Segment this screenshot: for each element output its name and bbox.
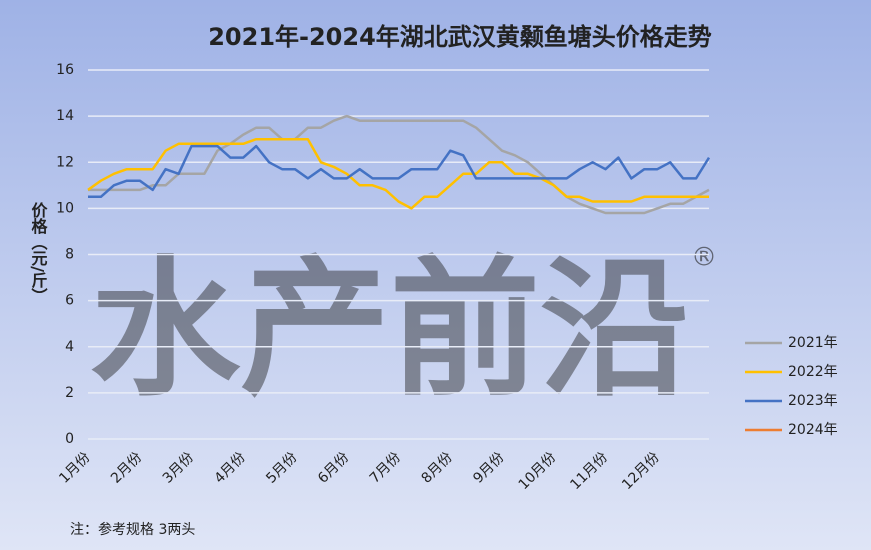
watermark: 水产前沿 (90, 243, 690, 417)
y-tick-label: 2 (65, 385, 74, 401)
legend-label: 2024年 (788, 422, 838, 438)
y-tick-label: 12 (56, 154, 74, 170)
legend-label: 2022年 (788, 364, 838, 380)
watermark-mark: ® (691, 243, 717, 273)
y-tick-label: 14 (56, 108, 74, 124)
series-line (88, 114, 710, 215)
y-axis-label: 价格（元/斤） (29, 202, 48, 304)
y-tick-label: 16 (56, 62, 74, 78)
y-tick-label: 0 (65, 431, 74, 447)
legend-label: 2023年 (788, 393, 838, 409)
chart-title: 2021年-2024年湖北武汉黄颡鱼塘头价格走势 (208, 23, 712, 51)
y-tick-label: 8 (65, 247, 74, 263)
note: 注：参考规格 3两头 (70, 521, 195, 538)
y-tick-label: 10 (56, 200, 74, 216)
y-tick-label: 4 (65, 339, 74, 355)
y-tick-label: 6 (65, 293, 74, 309)
series-line (87, 137, 709, 210)
legend-label: 2021年 (788, 335, 838, 351)
series-line (88, 144, 711, 199)
